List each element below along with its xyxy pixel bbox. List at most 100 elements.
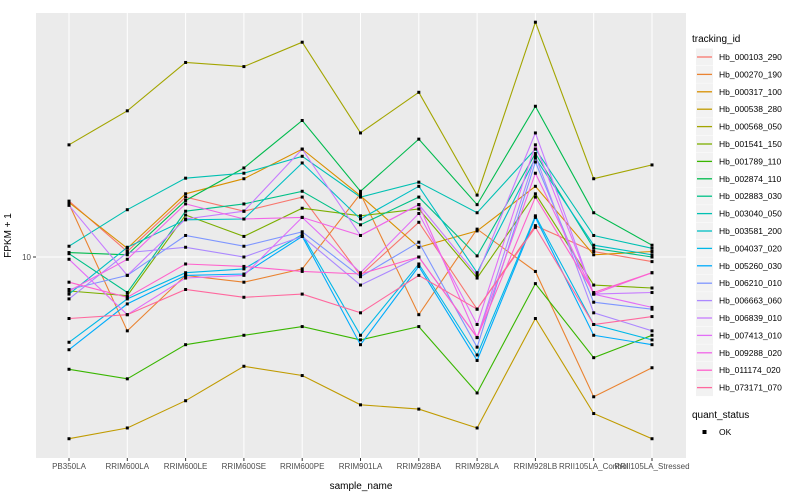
data-point [475, 254, 479, 258]
data-point [125, 313, 129, 317]
legend-label: OK [719, 427, 732, 437]
data-point [242, 244, 246, 248]
data-point [475, 271, 479, 275]
data-point [475, 229, 479, 233]
data-point [359, 338, 362, 342]
data-point [475, 227, 479, 231]
data-point [650, 338, 654, 342]
data-point [242, 217, 246, 221]
x-tick-label: RRIM901LA [339, 462, 383, 471]
data-point [650, 305, 654, 309]
data-point [417, 211, 421, 215]
data-point [242, 255, 246, 259]
data-point [533, 160, 537, 164]
data-point [184, 233, 188, 237]
x-tick-label: RRIM928LB [514, 462, 558, 471]
data-point [359, 311, 362, 315]
data-point [475, 345, 479, 349]
data-point [417, 203, 421, 207]
data-point [67, 203, 71, 207]
data-point [359, 223, 362, 227]
data-point [242, 333, 246, 337]
data-point [125, 109, 129, 113]
data-point [184, 213, 188, 217]
data-point [592, 323, 596, 327]
data-point [184, 195, 188, 199]
data-point [67, 252, 71, 256]
data-point [417, 255, 421, 259]
data-point [359, 189, 362, 193]
data-point [533, 184, 537, 188]
data-point [475, 336, 479, 340]
data-point [67, 367, 71, 371]
data-point [475, 353, 479, 357]
data-point [184, 271, 188, 275]
data-point [475, 391, 479, 395]
legend-label: Hb_005260_030 [719, 261, 782, 271]
x-tick-label: PB350LA [52, 462, 86, 471]
data-point [533, 214, 537, 218]
data-point [184, 399, 188, 403]
data-point [417, 137, 421, 141]
data-point [300, 374, 304, 378]
data-point [650, 307, 654, 311]
data-point [650, 343, 654, 347]
data-point [650, 271, 654, 275]
data-point [417, 325, 421, 329]
data-point [184, 273, 188, 277]
data-point [300, 147, 304, 151]
data-point [242, 177, 246, 181]
data-point [533, 215, 537, 219]
legend-title-quant-status: quant_status [692, 410, 749, 421]
data-point [67, 289, 71, 293]
data-point [184, 60, 188, 64]
data-point [475, 323, 479, 327]
legend-title-tracking-id: tracking_id [692, 34, 740, 45]
data-point [242, 202, 246, 206]
data-point [125, 329, 129, 333]
data-point [533, 269, 537, 273]
x-tick-label: RRIM600PE [280, 462, 324, 471]
data-point [417, 220, 421, 224]
data-point [417, 90, 421, 94]
data-point [359, 275, 362, 279]
data-point [650, 249, 654, 253]
data-point [300, 325, 304, 329]
data-point [475, 273, 479, 277]
data-point [184, 192, 188, 196]
legend-label: Hb_003581_200 [719, 226, 782, 236]
data-point [184, 202, 188, 206]
legend-label: Hb_009288_020 [719, 348, 782, 358]
data-point [533, 224, 537, 228]
data-point [533, 131, 537, 135]
legend-label: Hb_001541_150 [719, 139, 782, 149]
data-point [125, 257, 129, 261]
data-point [125, 291, 129, 295]
data-point [417, 240, 421, 244]
legend-label: Hb_000103_290 [719, 52, 782, 62]
data-point [417, 262, 421, 266]
data-point [184, 276, 188, 280]
data-point [650, 246, 654, 250]
data-point [533, 152, 537, 156]
data-point [592, 311, 596, 315]
data-point [242, 65, 246, 69]
data-point [650, 315, 654, 319]
data-point [125, 377, 129, 381]
x-tick-label: RRIM928BA [397, 462, 442, 471]
data-point [67, 143, 71, 147]
legend-label: Hb_004037_020 [719, 243, 782, 253]
data-point [592, 292, 596, 296]
data-point [300, 195, 304, 199]
data-point [475, 307, 479, 311]
x-tick-label: RRIM600SE [222, 462, 266, 471]
data-point [533, 225, 537, 229]
data-point [417, 407, 421, 411]
data-point [300, 292, 304, 296]
data-point [592, 283, 596, 287]
data-point [592, 300, 596, 304]
data-point [184, 245, 188, 249]
data-point [242, 280, 246, 284]
data-point [359, 217, 362, 221]
data-point [592, 412, 596, 416]
